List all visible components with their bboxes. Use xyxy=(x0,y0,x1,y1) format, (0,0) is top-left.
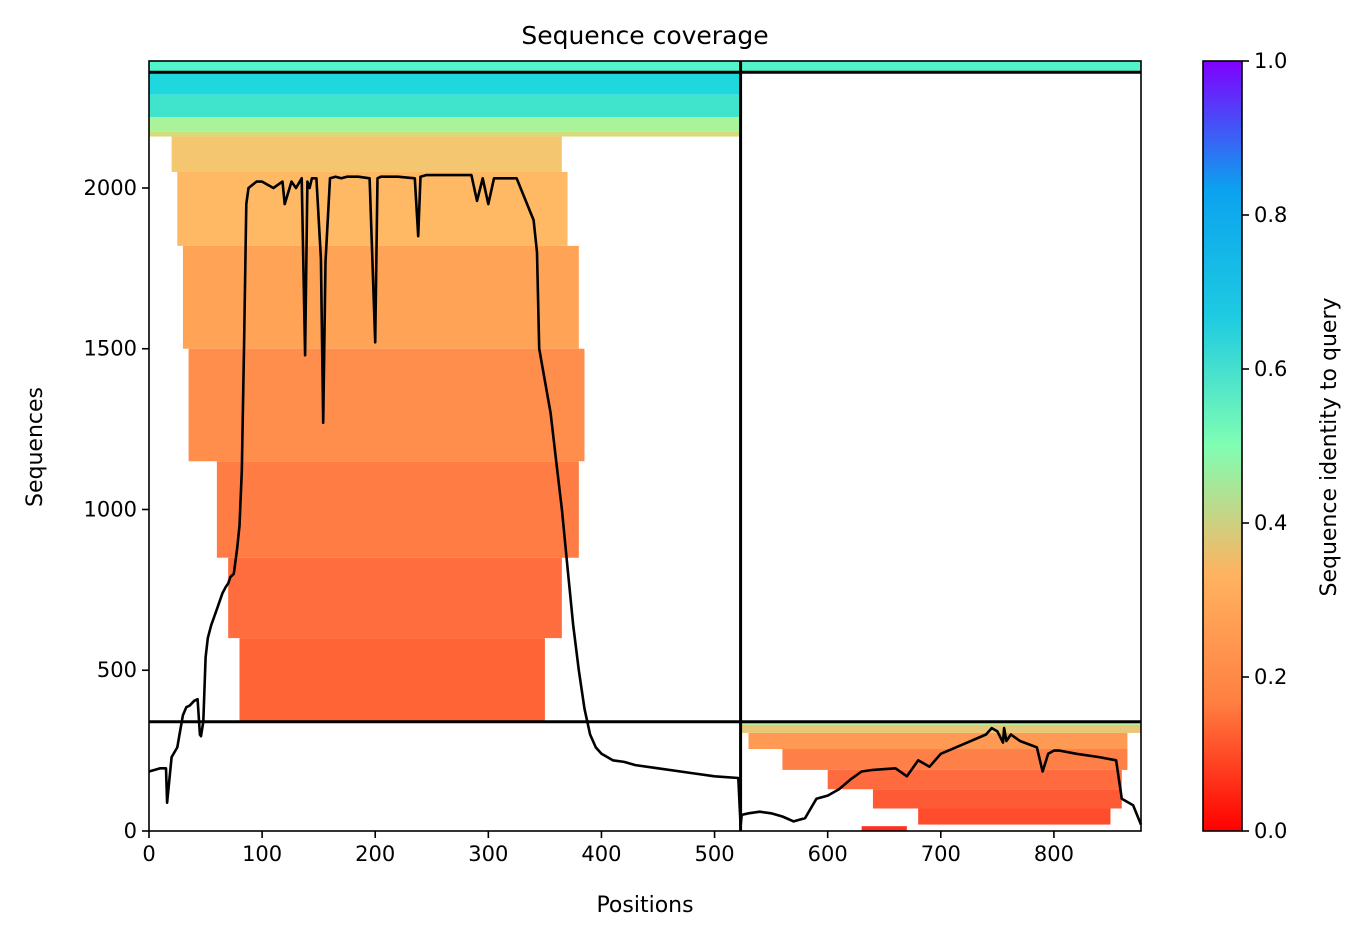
x-tick-label-4: 400 xyxy=(581,842,621,866)
colorbar-scale xyxy=(1202,60,1243,832)
coverage-block-0 xyxy=(149,61,741,73)
colorbar-tick-label-4: 0.8 xyxy=(1254,203,1287,227)
coverage-block-6 xyxy=(171,136,562,172)
coverage-block-14 xyxy=(740,724,1141,733)
coverage-block-3 xyxy=(149,94,741,118)
y-axis: 0 500 1000 1500 2000 xyxy=(84,176,149,843)
colorbar: 0.0 0.2 0.4 0.6 0.8 1.0 xyxy=(1202,49,1287,843)
y-tick-label-3: 1500 xyxy=(84,337,137,361)
colorbar-tick-label-5: 1.0 xyxy=(1254,49,1287,73)
coverage-block-13 xyxy=(740,721,1141,725)
chart-title: Sequence coverage xyxy=(521,21,768,50)
x-tick-label-5: 500 xyxy=(695,842,735,866)
coverage-block-12 xyxy=(239,638,545,722)
plot-frame xyxy=(148,60,1142,832)
coverage-block-16 xyxy=(782,749,1128,770)
colorbar-tick-label-1: 0.2 xyxy=(1254,665,1287,689)
x-tick-label-2: 200 xyxy=(355,842,395,866)
coverage-block-18 xyxy=(872,789,1122,809)
coverage-block-5 xyxy=(149,131,741,137)
y-axis-label: Sequences xyxy=(23,387,48,507)
x-tick-label-1: 100 xyxy=(242,842,282,866)
y-tick-label-1: 500 xyxy=(97,658,137,682)
x-axis: 0 100 200 300 400 500 600 700 800 xyxy=(142,831,1074,866)
coverage-block-10 xyxy=(216,461,579,558)
coverage-block-9 xyxy=(188,348,585,462)
coverage-block-4 xyxy=(149,117,741,132)
x-tick-label-0: 0 xyxy=(142,842,155,866)
y-tick-label-4: 2000 xyxy=(84,176,137,200)
plot-area xyxy=(148,60,1143,832)
coverage-block-15 xyxy=(748,732,1128,750)
coverage-block-8 xyxy=(182,245,579,349)
x-tick-label-3: 300 xyxy=(468,842,508,866)
colorbar-tick-label-3: 0.6 xyxy=(1254,357,1287,381)
colorbar-tick-label-2: 0.4 xyxy=(1254,511,1287,535)
colorbar-tick-label-0: 0.0 xyxy=(1254,819,1287,843)
x-axis-label: Positions xyxy=(596,893,693,918)
x-tick-label-8: 800 xyxy=(1034,842,1074,866)
coverage-block-2 xyxy=(149,72,741,95)
y-tick-label-2: 1000 xyxy=(84,497,137,521)
coverage-line xyxy=(148,173,1143,828)
coverage-block-17 xyxy=(827,769,1122,790)
x-tick-label-7: 700 xyxy=(921,842,961,866)
coverage-block-11 xyxy=(228,557,562,639)
coverage-block-1 xyxy=(740,61,1141,73)
y-tick-label-0: 0 xyxy=(124,819,137,843)
coverage-block-19 xyxy=(918,808,1111,825)
x-tick-label-6: 600 xyxy=(808,842,848,866)
colorbar-label: Sequence identity to query xyxy=(1317,297,1342,596)
coverage-block-20 xyxy=(861,826,907,831)
